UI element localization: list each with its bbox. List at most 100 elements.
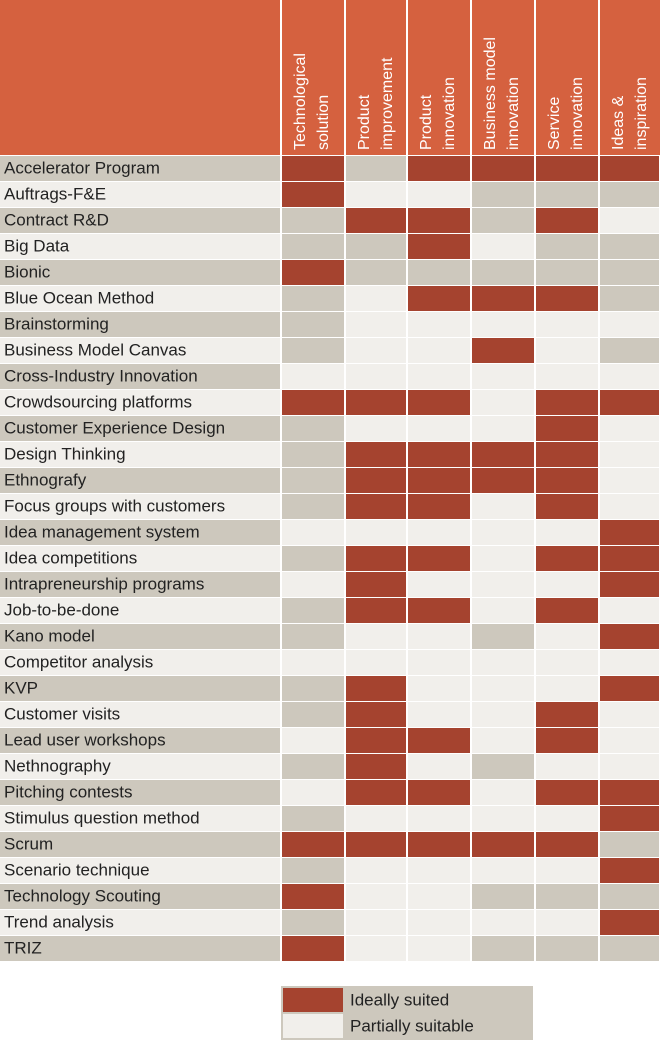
cell xyxy=(472,338,534,363)
cell xyxy=(472,364,534,389)
cell xyxy=(600,390,659,415)
cell xyxy=(600,858,659,883)
cell xyxy=(472,260,534,285)
column-header: Product xyxy=(356,94,373,150)
column-header: innovation xyxy=(505,77,522,150)
cell xyxy=(282,702,344,727)
cell xyxy=(600,416,659,441)
cell xyxy=(346,156,406,181)
cell xyxy=(472,884,534,909)
cell xyxy=(472,442,534,467)
cell xyxy=(408,338,470,363)
cell xyxy=(600,676,659,701)
legend-label: Partially suitable xyxy=(350,1016,474,1035)
cell xyxy=(600,754,659,779)
row-label-cell xyxy=(0,234,280,259)
row-label: Accelerator Program xyxy=(4,158,160,177)
cell xyxy=(472,676,534,701)
cell xyxy=(536,286,598,311)
cell xyxy=(346,494,406,519)
cell xyxy=(600,286,659,311)
cell xyxy=(408,598,470,623)
legend-label: Ideally suited xyxy=(350,990,449,1009)
row-label: Ethnografy xyxy=(4,470,87,489)
row-label-cell xyxy=(0,520,280,545)
cell xyxy=(346,390,406,415)
cell xyxy=(536,572,598,597)
header-background xyxy=(0,0,660,155)
cell xyxy=(536,494,598,519)
row-label: Intrapreneurship programs xyxy=(4,574,204,593)
row-label: Auftrags-F&E xyxy=(4,184,106,203)
cell xyxy=(600,936,659,961)
row-label: Kano model xyxy=(4,626,95,645)
row-label: Bionic xyxy=(4,262,51,281)
cell xyxy=(346,598,406,623)
cell xyxy=(282,910,344,935)
row-label-cell xyxy=(0,936,280,961)
cell xyxy=(346,338,406,363)
row-label: Pitching contests xyxy=(4,782,133,801)
cell xyxy=(536,364,598,389)
cell xyxy=(536,546,598,571)
cell xyxy=(472,494,534,519)
row-label-cell xyxy=(0,442,280,467)
row-label-cell xyxy=(0,650,280,675)
cell xyxy=(600,884,659,909)
cell xyxy=(346,416,406,441)
cell xyxy=(472,234,534,259)
cell xyxy=(346,624,406,649)
cell xyxy=(282,884,344,909)
cell xyxy=(408,416,470,441)
column-header: Business model xyxy=(482,37,499,150)
row-label: Idea management system xyxy=(4,522,200,541)
cell xyxy=(346,286,406,311)
row-label: Blue Ocean Method xyxy=(4,288,154,307)
legend-swatch xyxy=(283,988,343,1012)
column-header: inspiration xyxy=(633,77,650,150)
cell xyxy=(472,598,534,623)
cell xyxy=(408,520,470,545)
cell xyxy=(346,260,406,285)
row-label: Contract R&D xyxy=(4,210,109,229)
cell xyxy=(536,676,598,701)
cell xyxy=(282,754,344,779)
row-label-cell xyxy=(0,884,280,909)
cell xyxy=(472,806,534,831)
row-label-cell xyxy=(0,858,280,883)
row-label: Cross-Industry Innovation xyxy=(4,366,198,385)
row-label-cell xyxy=(0,572,280,597)
cell xyxy=(536,780,598,805)
cell xyxy=(600,338,659,363)
cell xyxy=(536,806,598,831)
cell xyxy=(282,156,344,181)
cell xyxy=(536,624,598,649)
cell xyxy=(600,910,659,935)
cell xyxy=(536,234,598,259)
cell xyxy=(282,364,344,389)
cell xyxy=(472,572,534,597)
cell xyxy=(472,312,534,337)
cell xyxy=(408,572,470,597)
cell xyxy=(346,910,406,935)
row-label-cell xyxy=(0,286,280,311)
cell xyxy=(346,520,406,545)
cell xyxy=(408,754,470,779)
cell xyxy=(408,208,470,233)
row-label: Lead user workshops xyxy=(4,730,166,749)
cell xyxy=(408,884,470,909)
cell xyxy=(408,858,470,883)
row-label: Business Model Canvas xyxy=(4,340,186,359)
cell xyxy=(536,468,598,493)
column-header: Technological xyxy=(292,53,309,150)
row-label-cell xyxy=(0,910,280,935)
cell xyxy=(282,338,344,363)
cell xyxy=(600,780,659,805)
row-label: Design Thinking xyxy=(4,444,126,463)
cell xyxy=(600,624,659,649)
cell xyxy=(282,208,344,233)
cell xyxy=(600,156,659,181)
cell xyxy=(408,234,470,259)
cell xyxy=(282,780,344,805)
cell xyxy=(600,806,659,831)
